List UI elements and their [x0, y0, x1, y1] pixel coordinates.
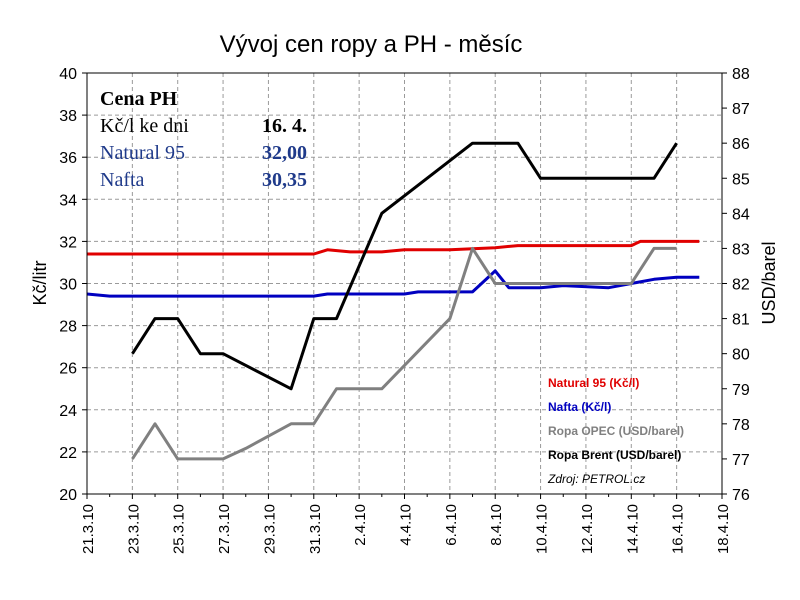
- x-tick-label: 18.4.10: [715, 504, 732, 554]
- x-tick-label: 2.4.10: [352, 504, 369, 546]
- source-note: Zdroj: PETROL.cz: [548, 472, 646, 486]
- y-tick-label: 30: [59, 277, 77, 294]
- legend-entry-nafta: Nafta (Kč/l): [548, 400, 612, 414]
- legend-entry-brent: Ropa Brent (USD/barel): [548, 448, 682, 462]
- y-tick-label: 20: [59, 487, 77, 504]
- info-nafta-value: 30,35: [262, 169, 307, 191]
- y-right-tick-label: 82: [732, 277, 750, 294]
- y-right-tick-label: 84: [732, 206, 750, 223]
- y-right-tick-label: 76: [732, 487, 750, 504]
- y-tick-label: 26: [59, 361, 77, 378]
- legend-entry-opec: Ropa OPEC (USD/barel): [548, 424, 685, 438]
- y-tick-label: 38: [59, 108, 77, 125]
- x-tick-label: 31.3.10: [307, 504, 324, 554]
- info-nafta-row: Nafta 30,35: [100, 167, 307, 194]
- y-right-tick-label: 81: [732, 312, 750, 329]
- y-right-tick-label: 80: [732, 347, 750, 364]
- y-right-tick-label: 79: [732, 382, 750, 399]
- y-tick-label: 24: [59, 403, 77, 420]
- info-natural-value: 32,00: [262, 142, 307, 164]
- legend-entry-natural: Natural 95 (Kč/l): [548, 376, 640, 390]
- y-tick-label: 36: [59, 150, 77, 167]
- x-tick-label: 25.3.10: [171, 504, 188, 554]
- x-tick-label: 4.4.10: [398, 504, 415, 546]
- y-axis-right-label: USD/barel: [759, 241, 779, 324]
- y-right-tick-label: 85: [732, 171, 750, 188]
- x-tick-label: 23.3.10: [125, 504, 142, 554]
- y-tick-label: 28: [59, 319, 77, 336]
- series-opec-line: [131, 246, 677, 461]
- info-date-label: Kč/l ke dni: [100, 115, 189, 137]
- info-date-row: Kč/l ke dni 16. 4.: [100, 113, 307, 140]
- info-natural-label: Natural 95: [100, 142, 185, 164]
- y-tick-label: 22: [59, 445, 77, 462]
- y-axis-left-label: Kč/litr: [30, 260, 50, 305]
- y-right-tick-label: 77: [732, 452, 750, 469]
- x-tick-label: 27.3.10: [216, 504, 233, 554]
- y-axis-right-ticks: 76 77 78 79 80 81 82 83 84 85 86 87 88: [722, 66, 750, 504]
- y-right-tick-label: 83: [732, 241, 750, 258]
- x-axis-ticks: 21.3.10 23.3.10 25.3.10 27.3.10 29.3.10 31.3.…: [80, 494, 732, 554]
- x-tick-label: 10.4.10: [534, 504, 551, 554]
- y-right-tick-label: 78: [732, 417, 750, 434]
- x-tick-label: 29.3.10: [261, 504, 278, 554]
- x-tick-label: 12.4.10: [579, 504, 596, 554]
- x-tick-label: 14.4.10: [624, 504, 641, 554]
- y-right-tick-label: 88: [732, 66, 750, 83]
- y-right-tick-label: 86: [732, 136, 750, 153]
- y-tick-label: 40: [59, 66, 77, 83]
- info-date-value: 16. 4.: [262, 115, 307, 137]
- chart-title: Vývoj cen ropy a PH - měsíc: [220, 31, 523, 58]
- x-tick-label: 8.4.10: [488, 504, 505, 546]
- series-brent-line: [131, 141, 678, 391]
- x-tick-label: 6.4.10: [443, 504, 460, 546]
- series-lines: [86, 141, 700, 461]
- x-tick-label: 21.3.10: [80, 504, 97, 554]
- y-right-tick-label: 87: [732, 101, 750, 118]
- info-natural-row: Natural 95 32,00: [100, 140, 307, 167]
- price-info-box: Cena PH Kč/l ke dni 16. 4. Natural 95 32…: [100, 86, 307, 194]
- y-tick-label: 32: [59, 234, 77, 251]
- y-axis-left-ticks: 20 22 24 26 28 30 32 34 36 38 40: [59, 66, 87, 504]
- info-title: Cena PH: [100, 88, 178, 110]
- series-natural95-line: [87, 239, 700, 256]
- series-nafta-line: [86, 269, 700, 298]
- x-tick-label: 16.4.10: [670, 504, 687, 554]
- legend: Natural 95 (Kč/l) Nafta (Kč/l) Ropa OPEC…: [548, 371, 684, 491]
- info-nafta-label: Nafta: [100, 169, 145, 191]
- y-tick-label: 34: [59, 192, 77, 209]
